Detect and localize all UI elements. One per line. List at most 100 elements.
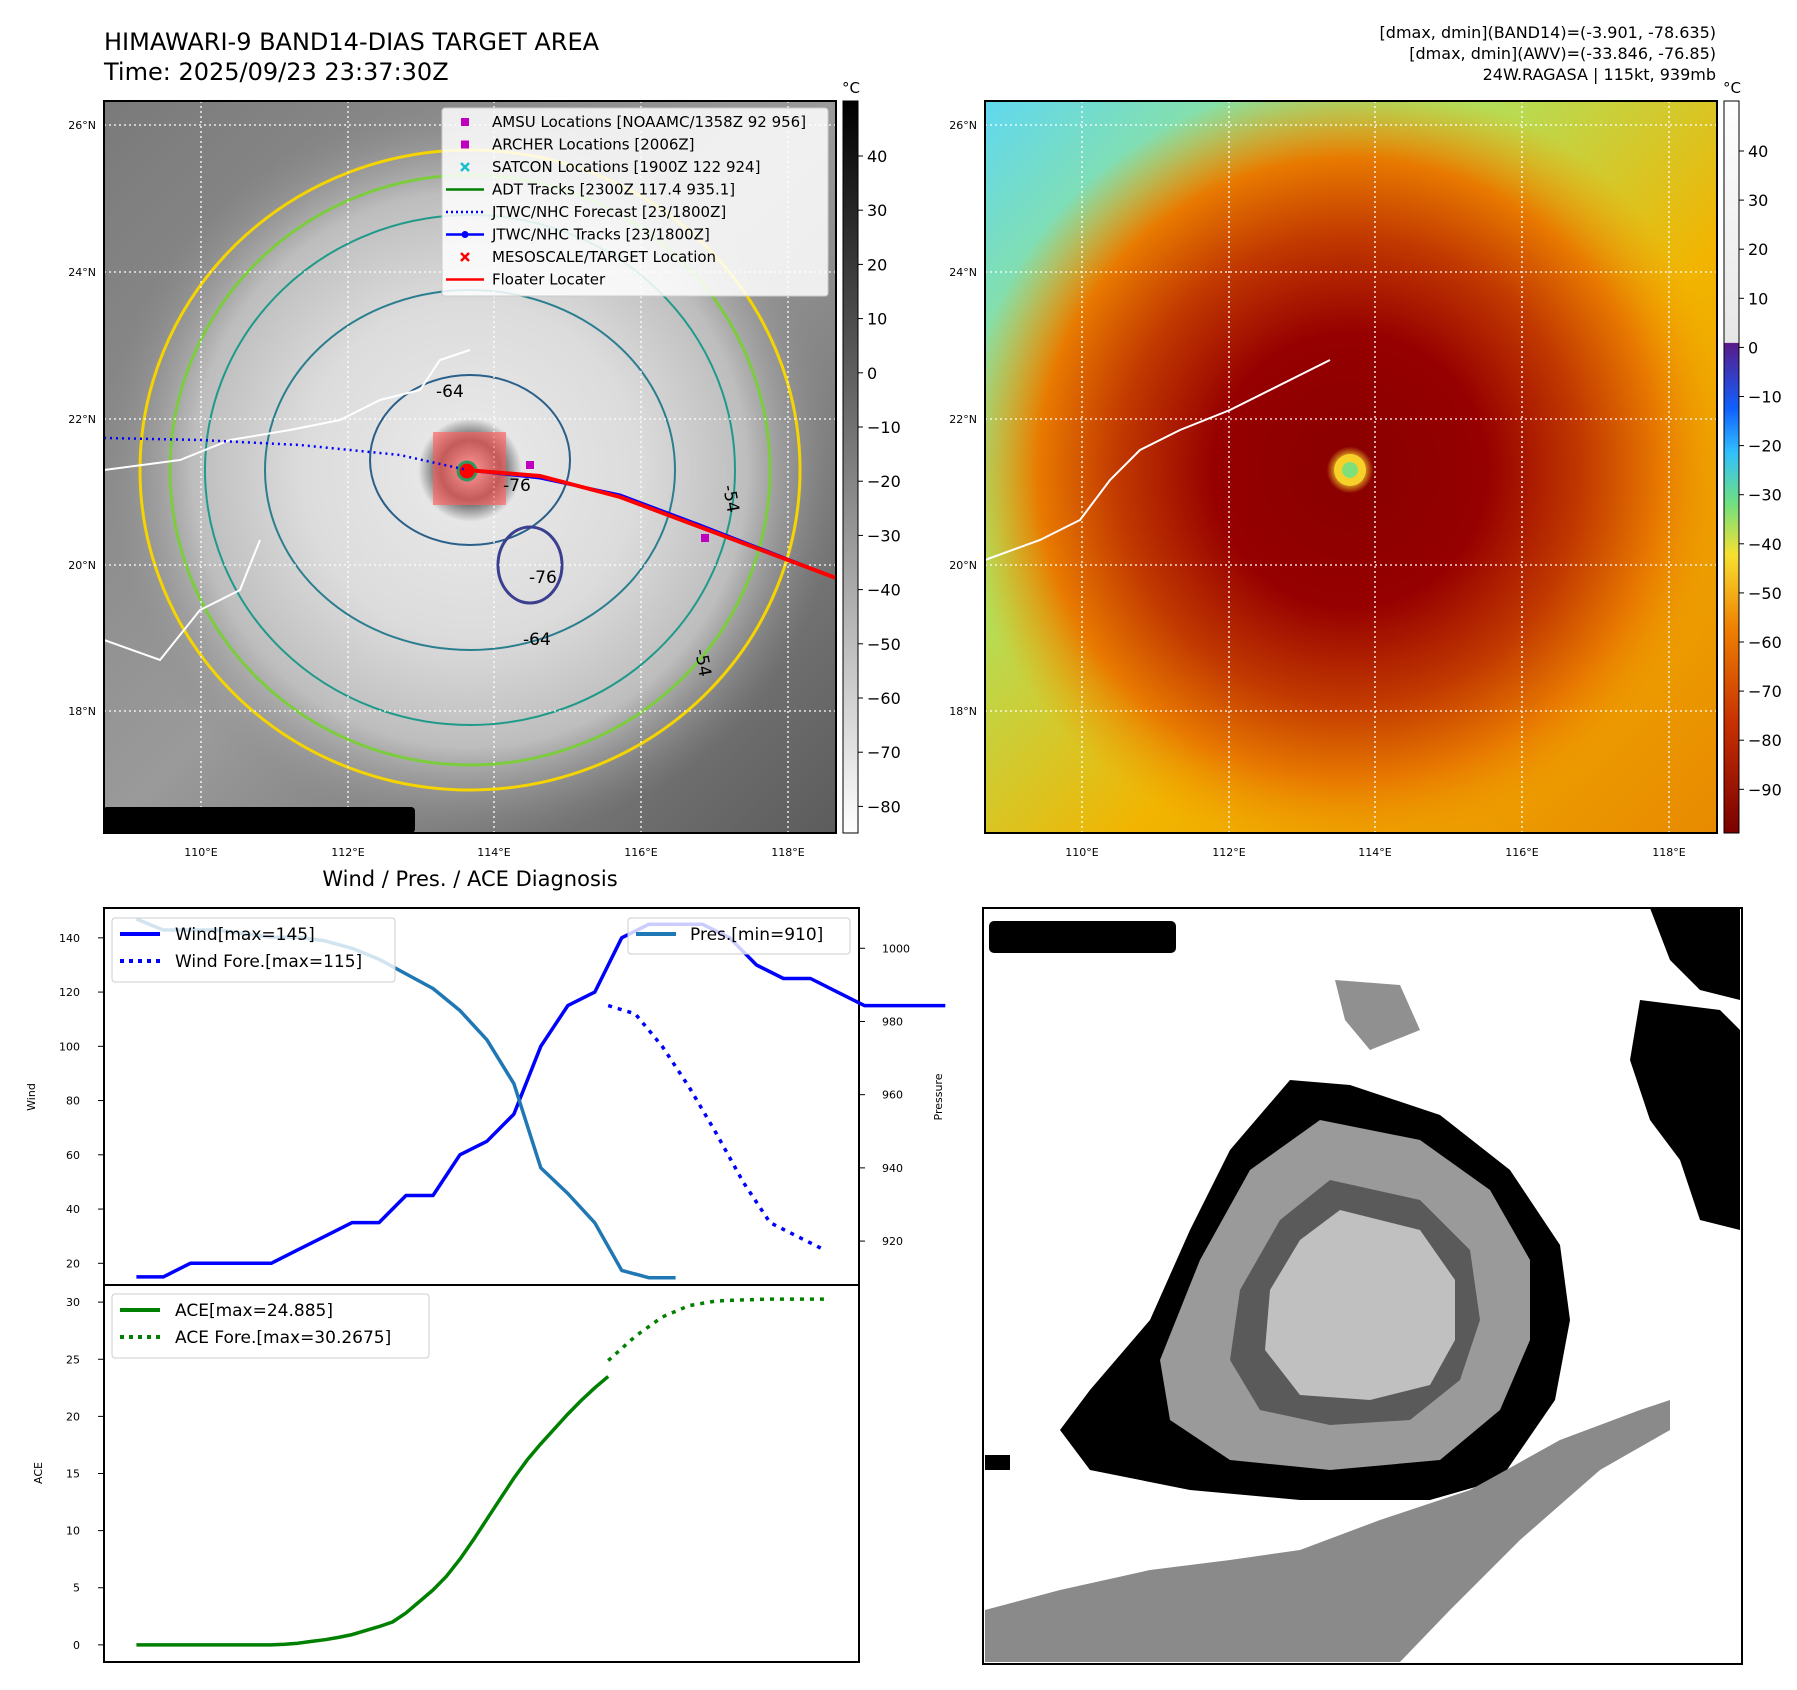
copyright-text: Copyright © 2020-2025 Dapiya	[108, 811, 387, 830]
lat-label: 26°N	[68, 119, 96, 132]
lat-label: 18°N	[68, 705, 96, 718]
lon-label: 110°E	[1065, 846, 1098, 859]
legend-ace-forecast: ACE Fore.[max=30.2675]	[175, 1328, 391, 1348]
figure-time: Time: 2025/09/23 23:37:30Z	[103, 58, 449, 86]
legend-marker-x	[460, 162, 470, 172]
colorbar-tick-label: −60	[867, 689, 901, 708]
legend-item: ARCHER Locations [2006Z]	[461, 136, 695, 154]
contour-label: -76	[503, 476, 531, 496]
colorbar-tick-label: −30	[1748, 486, 1782, 505]
legend-label: ADT Tracks [2300Z 117.4 935.1]	[492, 181, 735, 199]
lat-label: 22°N	[949, 413, 977, 426]
awv-colorbar	[1723, 100, 1740, 834]
ir-legend: AMSU Locations [NOAAMC/1358Z 92 956] ARCH…	[441, 107, 829, 297]
wmg-panel: WMG Count: 0	[982, 907, 1743, 1665]
wind-tick-label: 140	[59, 932, 80, 945]
ace-line	[136, 1375, 610, 1647]
colorbar-tick-label: −30	[867, 526, 901, 545]
colorbar-tick-label: 20	[1748, 240, 1768, 259]
legend-label: JTWC/NHC Tracks [23/1800Z]	[491, 226, 710, 244]
colorbar-tick-label: −50	[1748, 584, 1782, 603]
lat-label: 20°N	[949, 559, 977, 572]
stats-awv: [dmax, dmin](AWV)=(-33.846, -76.85)	[1409, 44, 1716, 63]
lat-label: 20°N	[68, 559, 96, 572]
stats-storm: 24W.RAGASA | 115kt, 939mb	[1483, 65, 1716, 84]
amsu-marker	[701, 534, 709, 542]
colorbar-tick-label: −20	[867, 472, 901, 491]
legend-marker-dot	[461, 231, 469, 238]
legend-label: SATCON Locations [1900Z 122 924]	[492, 158, 760, 176]
wind-line	[136, 922, 676, 1279]
colorbar-tick-label: −70	[1748, 682, 1782, 701]
colorbar-tick-label: −50	[867, 635, 901, 654]
pressure-legend: Pres.[min=910]	[627, 917, 851, 955]
ir-panel: -64 -64 -54 -54 -76 -76 AMSU Locations […	[103, 79, 901, 834]
pressure-tick-label: 1000	[882, 942, 910, 955]
lon-label: 118°E	[1652, 846, 1685, 859]
diagnosis-title: Wind / Pres. / ACE Diagnosis	[322, 867, 617, 891]
contour-label: -76	[529, 568, 557, 588]
legend-item: SATCON Locations [1900Z 122 924]	[460, 158, 760, 176]
wind-tick-label: 120	[59, 986, 80, 999]
lat-label: 24°N	[949, 266, 977, 279]
lat-label: 26°N	[949, 119, 977, 132]
legend-item: JTWC/NHC Forecast [23/1800Z]	[446, 203, 726, 221]
ir-colorbar	[842, 100, 859, 834]
wind-pressure-chart: Wind Pressure 20 40 60 80 100 120 140 920 940 960…	[25, 907, 946, 1286]
colorbar-tick-label: −80	[1748, 731, 1782, 750]
contour-label: -54	[690, 647, 715, 678]
legend-marker-square	[461, 118, 469, 126]
colorbar-tick-label: 20	[867, 255, 887, 274]
legend-label: MESOSCALE/TARGET Location	[492, 248, 716, 266]
legend-pressure: Pres.[min=910]	[690, 925, 823, 945]
lat-label: 18°N	[949, 705, 977, 718]
legend-wind-forecast: Wind Fore.[max=115]	[175, 952, 362, 972]
lon-label: 114°E	[477, 846, 510, 859]
archer-marker	[526, 461, 534, 469]
lat-label: 22°N	[68, 413, 96, 426]
awv-colorbar-unit: °C	[1723, 79, 1741, 97]
ace-legend: ACE[max=24.885] ACE Fore.[max=30.2675]	[111, 1293, 430, 1359]
legend-item: MESOSCALE/TARGET Location	[460, 248, 716, 266]
pressure-tick-label: 960	[882, 1089, 903, 1102]
ace-tick-label: 25	[66, 1353, 80, 1366]
lon-label: 116°E	[624, 846, 657, 859]
contour-label: -64	[436, 382, 464, 402]
legend-label: AMSU Locations [NOAAMC/1358Z 92 956]	[492, 113, 806, 131]
lon-label: 112°E	[331, 846, 364, 859]
colorbar-tick-label: −10	[1748, 388, 1782, 407]
lon-label: 112°E	[1212, 846, 1245, 859]
ace-tick-label: 5	[73, 1582, 80, 1595]
lon-label: 116°E	[1505, 846, 1538, 859]
pressure-tick-label: 940	[882, 1162, 903, 1175]
legend-item: AMSU Locations [NOAAMC/1358Z 92 956]	[461, 113, 806, 131]
colorbar-tick-label: −20	[1748, 437, 1782, 456]
ace-tick-label: 30	[66, 1296, 80, 1309]
pressure-axis-label: Pressure	[932, 1073, 945, 1120]
ace-axis-label: ACE	[32, 1462, 45, 1484]
colorbar-tick-label: −10	[867, 418, 901, 437]
wind-forecast-line	[607, 1003, 825, 1252]
floater-track	[466, 468, 836, 580]
ace-tick-label: 15	[66, 1468, 80, 1481]
colorbar-tick-label: −70	[867, 743, 901, 762]
wind-tick-label: 40	[66, 1203, 80, 1216]
colorbar-tick-label: −60	[1748, 633, 1782, 652]
pressure-tick-label: 920	[882, 1235, 903, 1248]
wmg-eye	[1265, 1210, 1455, 1400]
colorbar-tick-label: −40	[867, 581, 901, 600]
legend-item: ADT Tracks [2300Z 117.4 935.1]	[446, 181, 735, 199]
figure-title: HIMAWARI-9 BAND14-DIAS TARGET AREA	[104, 28, 600, 56]
ace-tick-label: 20	[66, 1410, 80, 1423]
lon-label: 110°E	[184, 846, 217, 859]
wmg-outer-band	[985, 1400, 1670, 1662]
legend-ace: ACE[max=24.885]	[175, 1301, 333, 1321]
colorbar-tick-label: −40	[1748, 535, 1782, 554]
ace-chart: ACE 0 5 10 15 20 25 30 ACE[max=24.885] ACE For…	[32, 1284, 860, 1663]
legend-wind: Wind[max=145]	[175, 925, 315, 945]
jtwc-forecast-track	[104, 436, 468, 472]
wind-tick-label: 100	[59, 1040, 80, 1053]
ace-tick-label: 0	[73, 1639, 80, 1652]
wmg-count-text: WMG Count: 0	[1001, 928, 1146, 949]
